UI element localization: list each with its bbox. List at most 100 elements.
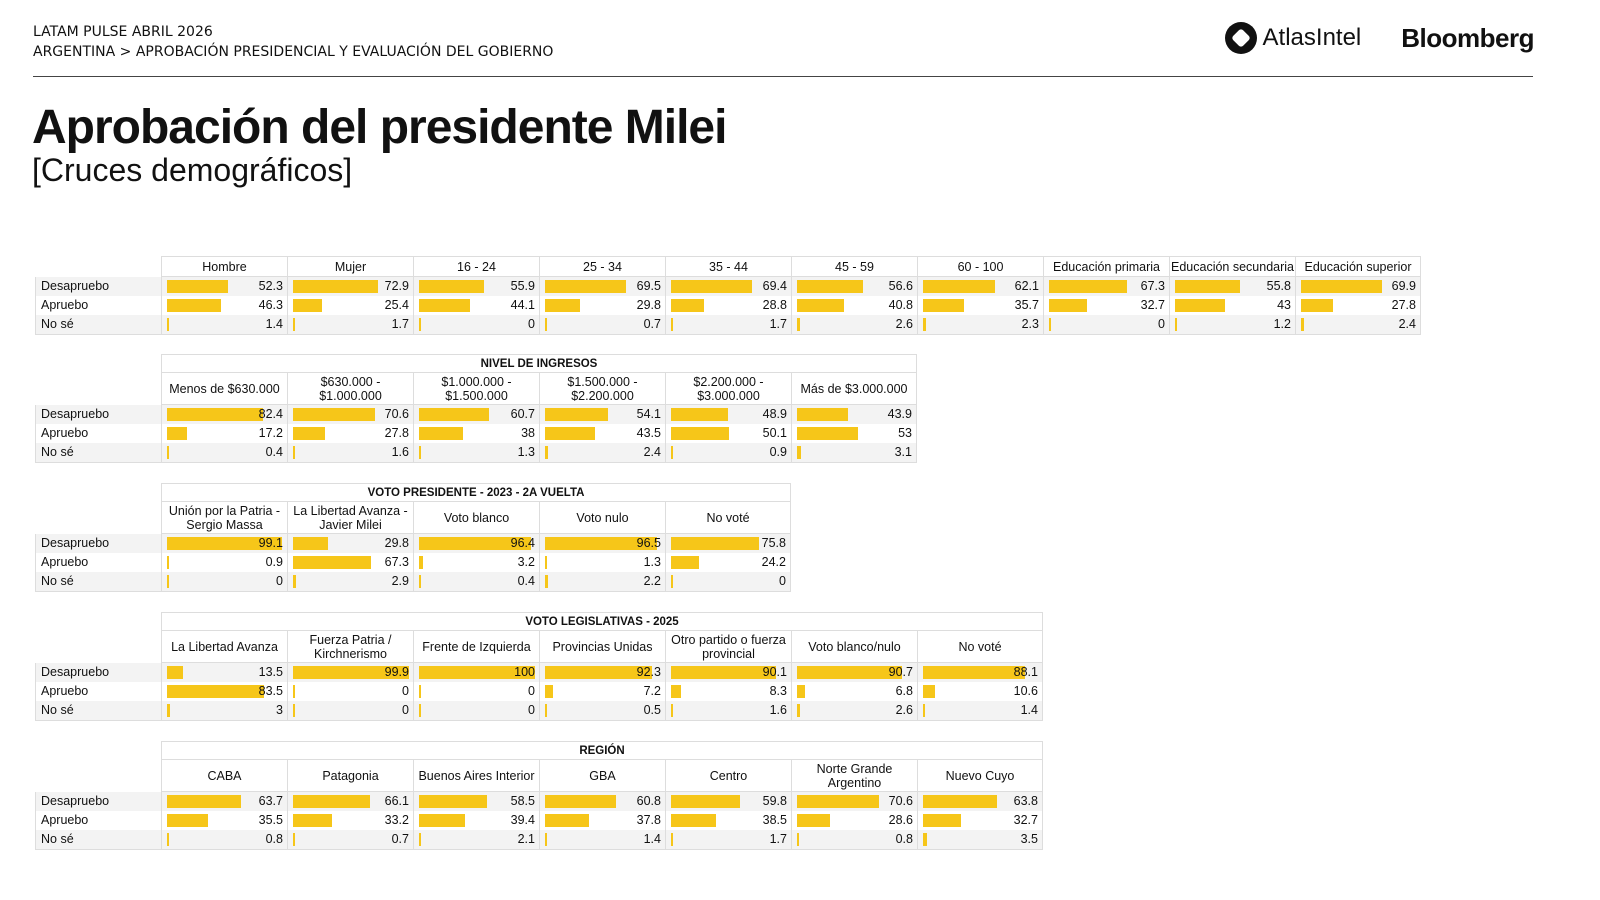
- value-label: 2.6: [895, 703, 913, 717]
- value-bar: [797, 427, 859, 440]
- row-label: Desapruebo: [41, 665, 110, 679]
- column-header: $1.000.000 - $1.500.000: [413, 372, 539, 405]
- value-bar: [293, 408, 375, 421]
- data-cell: 43.5: [539, 424, 665, 443]
- value-bar: [167, 795, 241, 808]
- value-bar: [797, 446, 801, 459]
- data-cell: 53: [791, 424, 917, 443]
- table-group-title: VOTO PRESIDENTE - 2023 - 2A VUELTA: [161, 483, 791, 501]
- data-cell: 1.3: [413, 443, 539, 462]
- value-bar: [167, 280, 228, 293]
- data-cell: 75.8: [665, 534, 791, 553]
- value-label: 2.9: [391, 574, 409, 588]
- table-row: Apruebo 17.2 27.8 38 43.5 50.1 53: [36, 424, 917, 443]
- data-cell: 25.4: [287, 296, 413, 315]
- data-cell: 63.7: [161, 792, 287, 811]
- value-bar: [293, 556, 372, 569]
- data-cell: 62.1: [917, 277, 1043, 296]
- value-label: 29.8: [636, 298, 661, 312]
- value-bar: [671, 408, 728, 421]
- table-row: Apruebo 46.3 25.4 44.1 29.8 28.8 40.8 35.7 32.7 4…: [36, 296, 1421, 315]
- value-bar: [797, 833, 799, 846]
- value-bar: [167, 427, 187, 440]
- column-header: 25 - 34: [539, 256, 665, 277]
- value-label: 0.9: [265, 555, 283, 569]
- value-label: 70.6: [384, 407, 409, 421]
- data-cell: 67.3: [1043, 277, 1169, 296]
- data-cell: 72.9: [287, 277, 413, 296]
- row-label: No sé: [41, 832, 74, 846]
- row-label: Desapruebo: [41, 794, 110, 808]
- value-bar: [1049, 280, 1128, 293]
- value-label: 55.9: [510, 279, 535, 293]
- value-label: 28.6: [888, 813, 913, 827]
- data-cell: 1.4: [917, 701, 1043, 720]
- page-subtitle: [Cruces demográficos]: [32, 152, 353, 188]
- data-cell: 48.9: [665, 405, 791, 424]
- table-row: No sé 0.4 1.6 1.3 2.4 0.9 3.1: [36, 443, 917, 462]
- value-label: 43: [1277, 298, 1291, 312]
- value-bar: [671, 575, 673, 588]
- row-label: No sé: [41, 703, 74, 717]
- value-label: 0.5: [643, 703, 661, 717]
- value-label: 96.4: [510, 536, 535, 550]
- value-bar: [419, 408, 490, 421]
- value-label: 67.3: [384, 555, 409, 569]
- data-cell: 29.8: [287, 534, 413, 553]
- breadcrumb: ARGENTINA > APROBACIÓN PRESIDENCIAL Y EV…: [33, 44, 554, 60]
- column-header: $630.000 - $1.000.000: [287, 372, 413, 405]
- data-cell: 0.4: [161, 443, 287, 462]
- value-label: 52.3: [258, 279, 283, 293]
- value-label: 2.6: [895, 317, 913, 331]
- data-cell: 59.8: [665, 792, 791, 811]
- value-label: 58.5: [510, 794, 535, 808]
- column-header: Buenos Aires Interior: [413, 759, 539, 792]
- data-cell: 99.9: [287, 663, 413, 682]
- value-bar: [419, 795, 487, 808]
- row-label: Apruebo: [41, 684, 89, 698]
- value-bar: [545, 556, 547, 569]
- value-label: 0: [276, 574, 283, 588]
- value-bar: [797, 666, 903, 679]
- data-cell: 2.1: [413, 830, 539, 849]
- crosstab-table: Hombre Mujer 16 - 24 25 - 34 35 - 44 45 - 59 6…: [35, 256, 1421, 335]
- data-cell: 66.1: [287, 792, 413, 811]
- value-label: 2.2: [643, 574, 661, 588]
- data-cell: 38.5: [665, 811, 791, 830]
- table-row: Desapruebo 99.1 29.8 96.4 96.5 75.8: [36, 534, 791, 553]
- data-cell: 55.9: [413, 277, 539, 296]
- value-bar: [671, 427, 730, 440]
- column-header: No voté: [917, 630, 1043, 663]
- data-cell: 38: [413, 424, 539, 443]
- value-label: 1.6: [391, 445, 409, 459]
- data-cell: 3: [161, 701, 287, 720]
- row-label: Desapruebo: [41, 407, 110, 421]
- row-label: No sé: [41, 574, 74, 588]
- table-row: Apruebo 83.5 0 0 7.2 8.3 6.8 10.6: [36, 682, 1043, 701]
- data-cell: 33.2: [287, 811, 413, 830]
- column-header: GBA: [539, 759, 665, 792]
- data-cell: 1.4: [539, 830, 665, 849]
- column-header: La Libertad Avanza - Javier Milei: [287, 501, 413, 534]
- value-bar: [923, 833, 928, 846]
- value-label: 38: [521, 426, 535, 440]
- table-row: Desapruebo 63.7 66.1 58.5 60.8 59.8 70.6 63.8: [36, 792, 1043, 811]
- row-label: No sé: [41, 317, 74, 331]
- value-bar: [167, 666, 183, 679]
- value-bar: [1175, 299, 1225, 312]
- value-bar: [419, 833, 422, 846]
- value-bar: [167, 814, 209, 827]
- data-cell: 43.9: [791, 405, 917, 424]
- value-bar: [293, 814, 332, 827]
- column-header: 16 - 24: [413, 256, 539, 277]
- column-header: Centro: [665, 759, 791, 792]
- value-label: 92.3: [636, 665, 661, 679]
- value-bar: [167, 318, 169, 331]
- column-header: Frente de Izquierda: [413, 630, 539, 663]
- value-label: 66.1: [384, 794, 409, 808]
- column-header: Nuevo Cuyo: [917, 759, 1043, 792]
- value-label: 24.2: [761, 555, 786, 569]
- value-label: 40.8: [888, 298, 913, 312]
- value-label: 62.1: [1014, 279, 1039, 293]
- data-cell: 0: [665, 572, 791, 591]
